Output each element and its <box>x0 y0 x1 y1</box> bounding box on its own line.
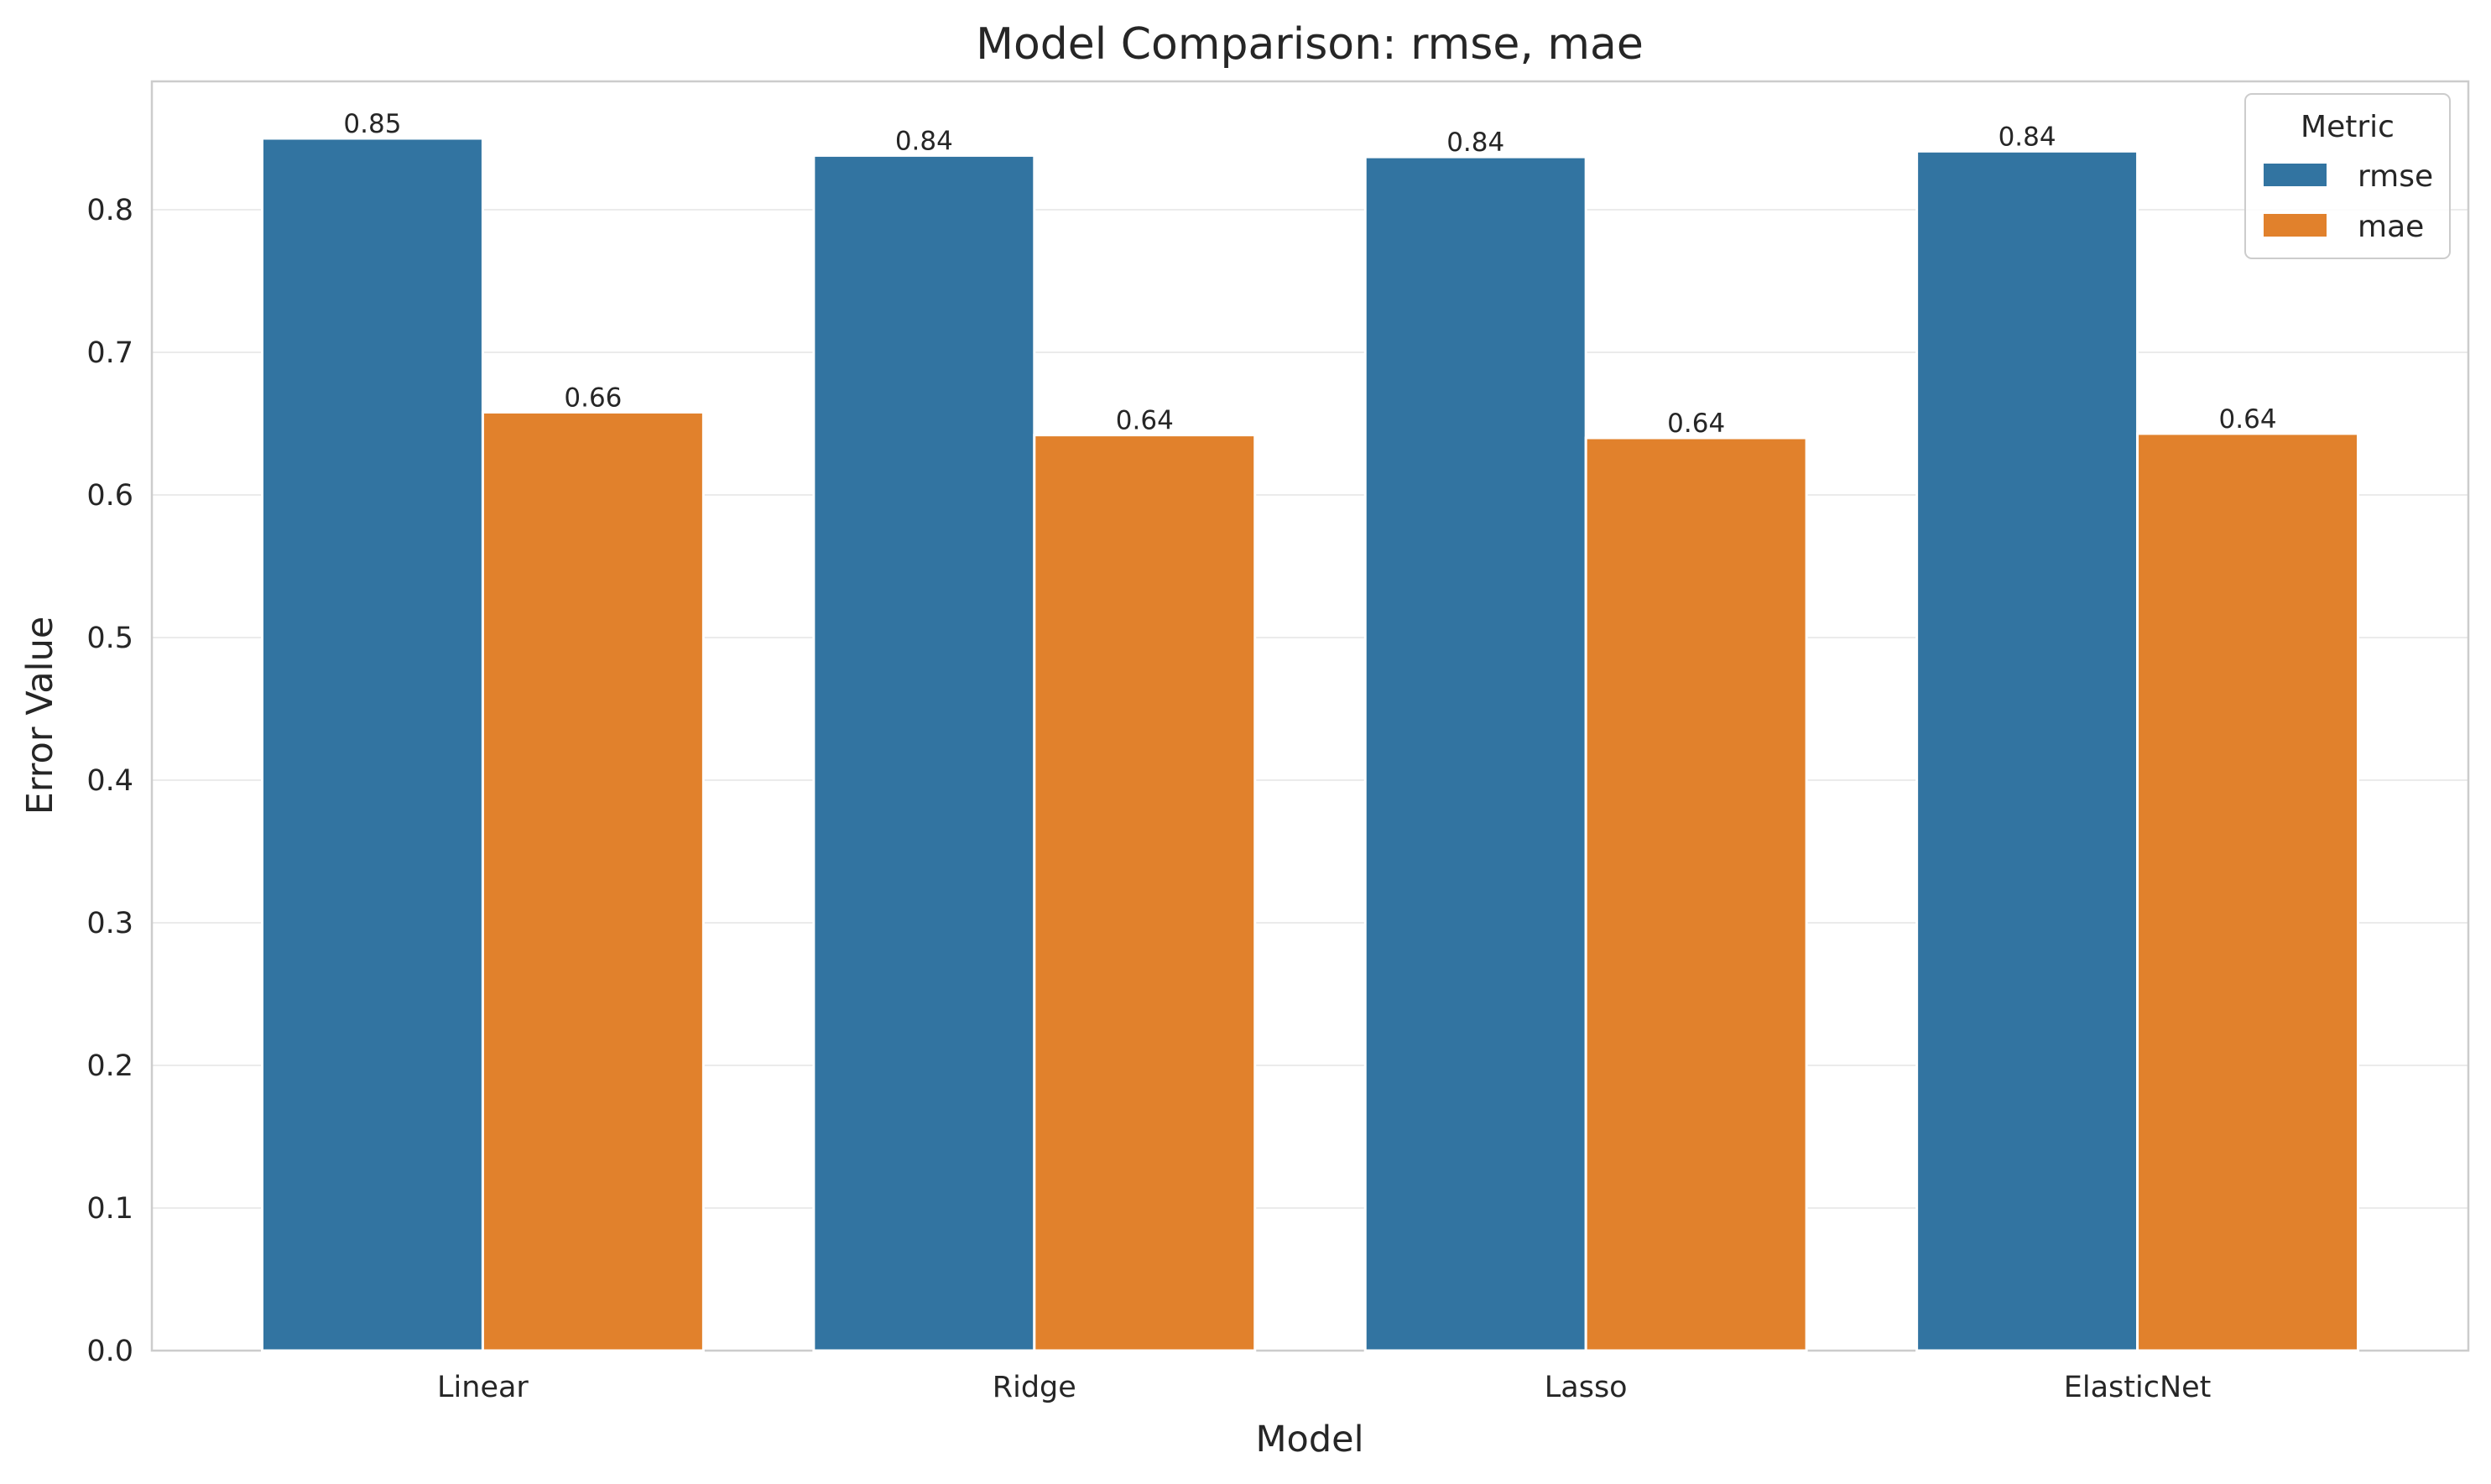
y-tick-label: 0.5 <box>86 622 133 655</box>
bar-rmse-elasticnet <box>1915 149 2139 1352</box>
bar-value-label: 0.64 <box>2219 404 2277 435</box>
x-tick-label: Linear <box>437 1371 529 1404</box>
bar-mae-linear <box>481 410 705 1352</box>
bar-mae-lasso <box>1584 436 1808 1352</box>
x-axis-label: Model <box>1255 1419 1363 1461</box>
bar-value-label: 0.84 <box>1446 128 1504 158</box>
y-tick-label: 0.7 <box>86 336 133 370</box>
bar-value-label: 0.64 <box>1116 406 1174 436</box>
y-tick-labels: 0.0 0.1 0.2 0.3 0.4 0.5 0.6 0.7 0.8 <box>86 194 133 1368</box>
y-tick-label: 0.8 <box>86 194 133 227</box>
chart-title: Model Comparison: rmse, mae <box>976 19 1644 70</box>
legend-title: Metric <box>2301 110 2395 144</box>
y-tick-label: 0.6 <box>86 479 133 513</box>
bar-value-label: 0.85 <box>343 109 401 139</box>
bar-labels: 0.85 0.66 0.84 0.64 0.84 0.64 0.84 0.64 <box>343 109 2276 439</box>
bar-rmse-ridge <box>812 154 1036 1352</box>
bar-rmse-linear <box>260 137 484 1352</box>
legend-swatch-rmse <box>2264 164 2327 186</box>
bar-mae-elasticnet <box>2136 432 2360 1352</box>
y-tick-label: 0.3 <box>86 907 133 940</box>
bar-rmse-lasso <box>1363 155 1587 1352</box>
x-tick-label: Ridge <box>993 1371 1076 1404</box>
y-tick-label: 0.1 <box>86 1192 133 1226</box>
legend: Metric rmse mae <box>2244 93 2451 259</box>
bar-value-label: 0.66 <box>564 383 622 413</box>
legend-label-rmse: rmse <box>2358 159 2433 194</box>
bar-value-label: 0.64 <box>1667 409 1725 439</box>
legend-swatch-mae <box>2264 214 2327 237</box>
x-tick-label: Lasso <box>1545 1371 1628 1404</box>
bars <box>260 137 2360 1352</box>
x-tick-labels: Linear Ridge Lasso ElasticNet <box>437 1371 2211 1404</box>
y-tick-label: 0.2 <box>86 1049 133 1083</box>
y-axis-label: Error Value <box>19 617 61 815</box>
bar-value-label: 0.84 <box>895 126 953 156</box>
bar-mae-ridge <box>1033 434 1257 1352</box>
bar-value-label: 0.84 <box>1999 122 2056 152</box>
legend-label-mae: mae <box>2358 210 2424 244</box>
plot-frame <box>150 80 2470 1352</box>
y-tick-label: 0.4 <box>86 764 133 798</box>
y-tick-label: 0.0 <box>86 1335 133 1368</box>
x-tick-label: ElasticNet <box>2064 1371 2212 1404</box>
